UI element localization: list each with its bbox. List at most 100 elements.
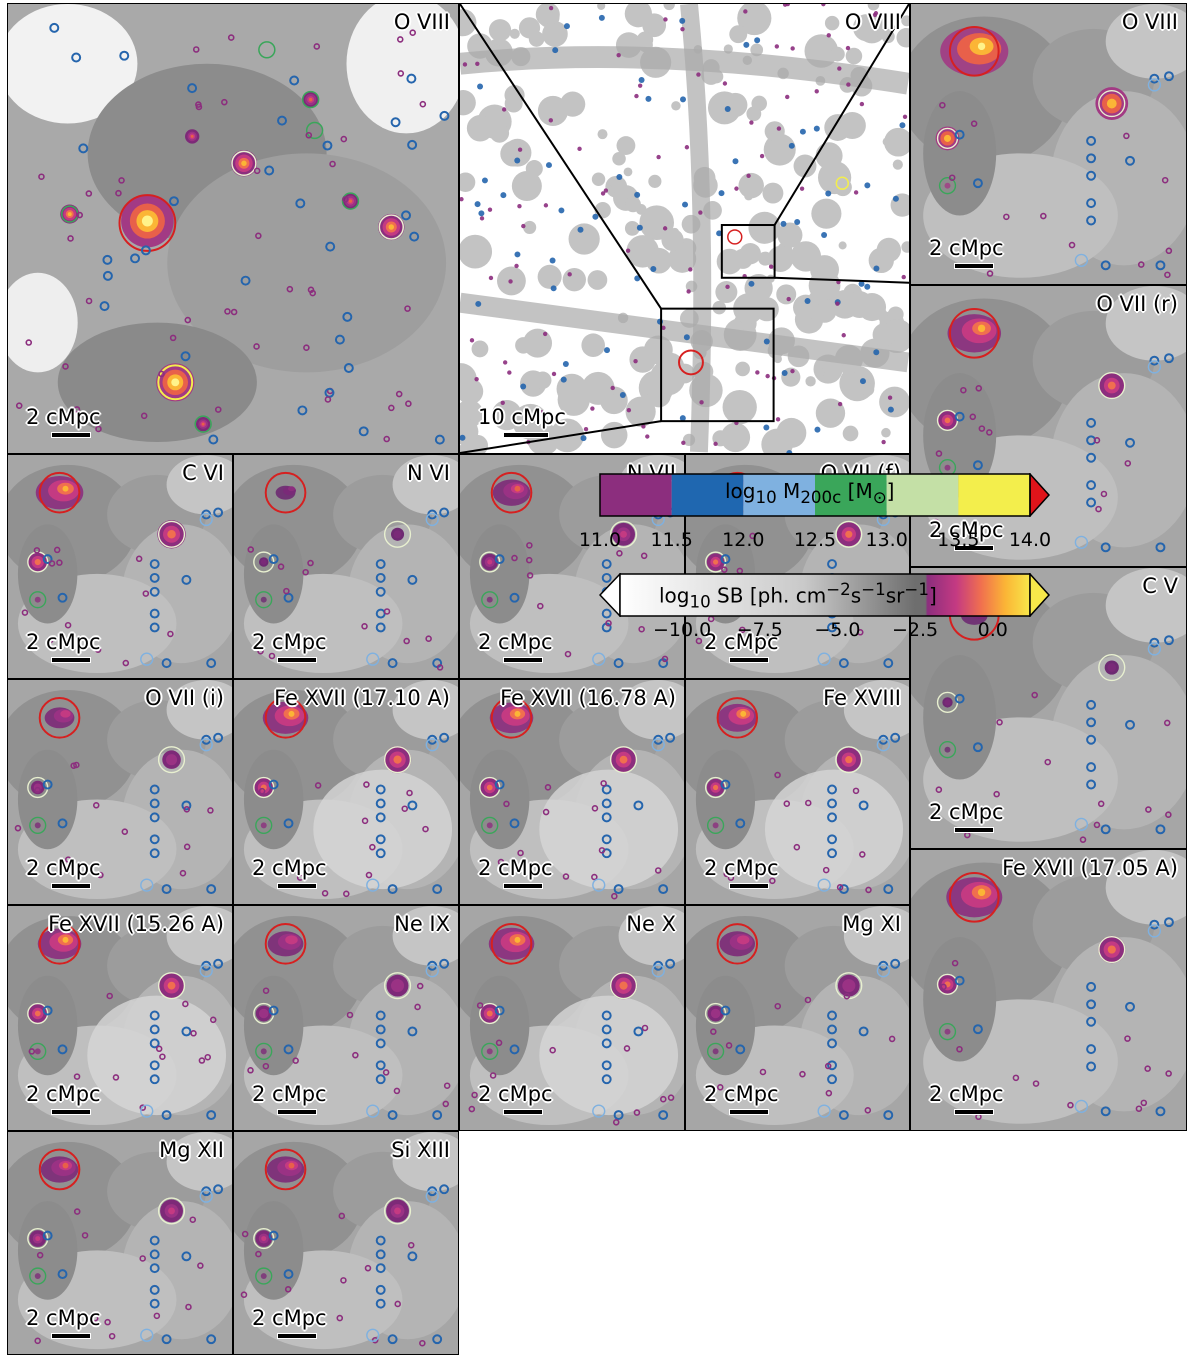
halo-marker bbox=[609, 746, 638, 774]
mass-tick-label: 14.0 bbox=[1008, 529, 1052, 551]
halo-marker bbox=[601, 1060, 612, 1071]
panel-map bbox=[460, 4, 909, 453]
sb-colorbar-low-arrow bbox=[599, 573, 621, 617]
scale-label: 2 cMpc bbox=[929, 518, 1004, 542]
mass-tick-label: 13.5 bbox=[937, 529, 980, 551]
halo-marker bbox=[550, 285, 557, 292]
halo-marker bbox=[283, 1044, 294, 1055]
halo-marker bbox=[153, 1312, 161, 1320]
halo-marker bbox=[198, 1057, 206, 1064]
halo-marker bbox=[149, 572, 160, 583]
halo-marker bbox=[157, 1197, 186, 1225]
halo-marker bbox=[494, 554, 505, 565]
halo-marker bbox=[526, 542, 533, 549]
halo-marker bbox=[469, 338, 475, 343]
scale-bar bbox=[52, 1110, 90, 1114]
halo-marker bbox=[1012, 1074, 1020, 1082]
halo-marker bbox=[247, 1066, 254, 1074]
panel-title: Si XIII bbox=[391, 1138, 450, 1162]
scale-label: 2 cMpc bbox=[929, 800, 1004, 824]
massive-halo-circle bbox=[264, 923, 307, 965]
halo-marker bbox=[640, 552, 648, 560]
halo-marker bbox=[774, 771, 781, 779]
halo-marker bbox=[843, 992, 851, 1000]
halo-marker bbox=[341, 192, 360, 210]
halo-marker bbox=[611, 892, 618, 900]
panel-map bbox=[460, 680, 684, 904]
halo-marker bbox=[698, 210, 703, 215]
halo-marker bbox=[425, 635, 432, 642]
mass-colorbar-label: log10 M200c [M⊙] bbox=[725, 479, 895, 507]
halo-marker bbox=[545, 162, 552, 169]
panel-title: O VII (r) bbox=[1096, 292, 1178, 316]
halo-marker bbox=[683, 334, 690, 341]
halo-marker bbox=[1086, 734, 1097, 745]
halo-marker bbox=[526, 572, 534, 579]
halo-marker bbox=[852, 787, 860, 795]
halo-marker bbox=[366, 1104, 380, 1118]
halo-marker bbox=[73, 1208, 81, 1215]
halo-marker bbox=[383, 1197, 412, 1225]
halo-marker bbox=[247, 546, 255, 553]
halo-marker bbox=[383, 435, 390, 443]
halo-marker bbox=[804, 298, 811, 305]
massive-halo-circle bbox=[264, 1148, 307, 1191]
halo-marker bbox=[665, 732, 676, 743]
halo-marker bbox=[149, 586, 160, 597]
panel-title: Fe XVII (15.26 A) bbox=[48, 912, 224, 936]
halo-marker bbox=[1144, 1065, 1151, 1072]
halo-marker bbox=[890, 732, 901, 743]
halo-marker bbox=[826, 33, 831, 38]
halo-marker bbox=[827, 834, 837, 845]
halo-marker bbox=[425, 964, 439, 978]
halo-marker bbox=[790, 368, 795, 374]
halo-marker bbox=[720, 779, 731, 790]
halo-marker bbox=[835, 176, 850, 190]
halo-marker bbox=[460, 197, 464, 202]
halo-marker bbox=[181, 800, 192, 811]
halo-marker bbox=[106, 992, 113, 1000]
halo-marker bbox=[1100, 824, 1111, 835]
halo-marker bbox=[432, 1110, 443, 1121]
halo-marker bbox=[352, 1051, 359, 1059]
halo-marker bbox=[375, 784, 386, 795]
halo-marker bbox=[600, 191, 606, 196]
halo-marker bbox=[755, 370, 760, 375]
halo-marker bbox=[1098, 371, 1126, 400]
halo-marker bbox=[439, 732, 450, 743]
halo-marker bbox=[899, 122, 906, 129]
halo-marker bbox=[258, 787, 266, 795]
halo-marker bbox=[1165, 1070, 1172, 1077]
panel-map bbox=[8, 680, 232, 904]
scale-label: 2 cMpc bbox=[26, 1306, 101, 1330]
halo-marker bbox=[474, 201, 481, 208]
halo-marker bbox=[149, 1074, 160, 1085]
halo-marker bbox=[231, 150, 257, 176]
massive-halo-circle bbox=[716, 697, 759, 739]
sb-colorbar-svg bbox=[599, 573, 1051, 617]
halo-marker bbox=[749, 120, 754, 125]
halo-marker bbox=[42, 554, 53, 565]
halo-marker bbox=[601, 1010, 612, 1021]
halo-marker bbox=[827, 798, 837, 809]
halo-marker bbox=[375, 559, 386, 569]
halo-marker bbox=[135, 555, 143, 563]
halo-marker bbox=[140, 1328, 154, 1342]
halo-marker bbox=[382, 1069, 390, 1076]
halo-marker bbox=[548, 118, 554, 123]
halo-marker bbox=[887, 406, 894, 413]
halo-marker bbox=[783, 800, 791, 807]
halo-marker bbox=[1074, 535, 1089, 549]
halo-marker bbox=[864, 283, 871, 290]
halo-marker bbox=[633, 1109, 641, 1116]
halo-marker bbox=[1149, 73, 1160, 84]
halo-marker bbox=[396, 36, 404, 43]
scale-label: 2 cMpc bbox=[929, 236, 1004, 260]
halo-marker bbox=[508, 279, 513, 284]
halo-marker bbox=[542, 331, 548, 337]
halo-marker bbox=[539, 410, 544, 415]
halo-marker bbox=[375, 834, 386, 845]
halo-marker bbox=[650, 266, 657, 272]
halo-marker bbox=[495, 1039, 503, 1047]
panel-title: O VIII bbox=[393, 10, 450, 34]
